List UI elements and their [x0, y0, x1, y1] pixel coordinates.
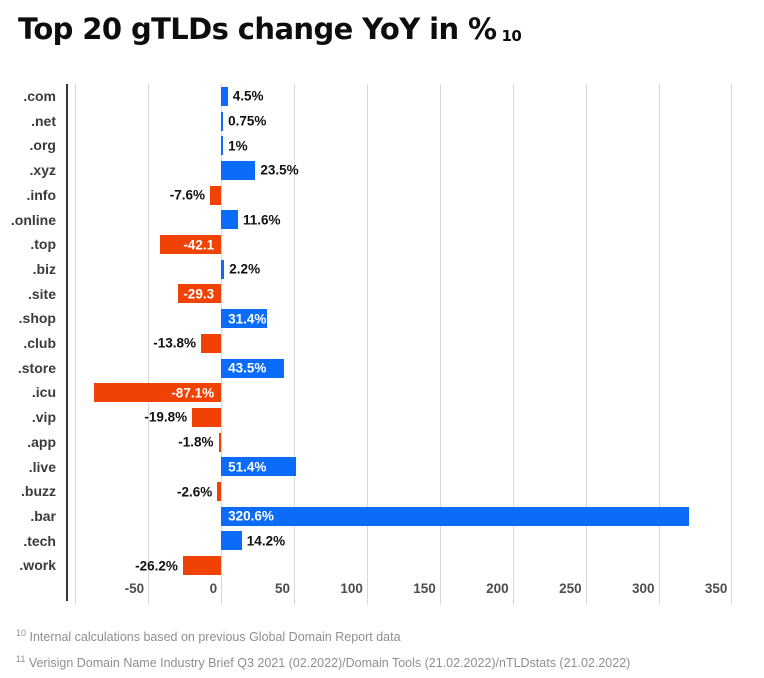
value-label: 4.5% [232, 88, 264, 104]
category-label: .store [17, 359, 56, 376]
category-label: .org [29, 137, 56, 154]
category-label: .online [10, 211, 56, 228]
value-label: 1% [228, 138, 248, 154]
category-label: .top [30, 236, 56, 253]
bar-positive [221, 259, 225, 279]
grid-line [221, 84, 223, 605]
value-label: 14.2% [246, 533, 286, 549]
bar-positive [221, 531, 242, 551]
value-label: 2.2% [229, 261, 261, 277]
category-label: .xyz [29, 162, 56, 179]
x-tick-label: 0 [209, 581, 218, 596]
value-label: -19.8% [144, 409, 188, 425]
bar-positive [221, 358, 285, 378]
bar-negative [178, 284, 222, 304]
footnotes: 10 Internal calculations based on previo… [16, 622, 756, 674]
x-tick-label: 200 [486, 581, 509, 596]
footnote: 10 Internal calculations based on previo… [16, 622, 756, 648]
grid-line [148, 84, 150, 605]
value-label: -26.2% [135, 558, 178, 574]
value-label: 23.5% [260, 162, 299, 178]
bar-positive [221, 506, 689, 526]
bar-negative [94, 383, 222, 403]
y-axis-spine [66, 84, 68, 601]
category-label: .bar [30, 507, 56, 524]
category-label: .biz [32, 260, 56, 277]
value-label: -13.8% [153, 335, 196, 351]
bar-positive [221, 210, 238, 230]
value-label: 0.75% [228, 113, 267, 129]
footnote-ref: 10 [16, 628, 27, 638]
category-label: .tech [23, 532, 56, 549]
grid-line [512, 84, 514, 605]
bar-chart: 4.5% 0.75% 1% 23.5% -7.6% 11.6% -42.1 2.2% -29.3… [0, 84, 764, 605]
value-label: 320.6% [228, 508, 274, 524]
category-label: .net [31, 112, 56, 129]
x-tick-label: 50 [274, 581, 290, 596]
value-label: 43.5% [228, 360, 267, 376]
category-label: .com [23, 88, 56, 104]
value-label: -7.6% [169, 187, 205, 203]
grid-line [75, 84, 77, 605]
x-tick-label: 150 [413, 581, 436, 596]
grid-line [731, 84, 733, 605]
x-tick-label: 100 [340, 581, 363, 596]
category-label: .site [27, 285, 56, 302]
x-tick-label: 250 [559, 581, 582, 596]
title-footnote-ref: 10 [501, 27, 522, 45]
page-title-text: Top 20 gTLDs change YoY in % [18, 12, 497, 46]
bar-negative [159, 235, 222, 254]
grid-line [294, 84, 295, 605]
grid-line [366, 84, 368, 605]
bar-negative [192, 407, 222, 427]
value-label: -87.1% [171, 385, 215, 401]
x-tick-label: -50 [124, 581, 145, 596]
bar-positive [221, 457, 296, 477]
value-label: 11.6% [243, 212, 281, 228]
category-label: .live [28, 458, 56, 475]
footnote: 11 Verisign Domain Name Industry Brief Q… [16, 648, 756, 674]
footnote-text: Internal calculations based on previous … [29, 630, 401, 645]
category-label: .app [27, 433, 56, 450]
page-title: Top 20 gTLDs change YoY in % 10 [18, 12, 748, 46]
bar-negative [182, 556, 222, 576]
bar-negative [218, 432, 222, 452]
value-label: 31.4% [228, 311, 267, 327]
bar-positive [221, 111, 224, 131]
grid-line [439, 84, 441, 605]
value-label: -42.1 [183, 237, 215, 252]
bar-positive [221, 309, 267, 329]
category-label: .club [23, 335, 56, 351]
category-label: .info [26, 186, 56, 203]
x-tick-label: 300 [631, 581, 655, 596]
grid-line [658, 84, 660, 605]
bar-positive [221, 136, 224, 156]
grid-line [585, 84, 587, 605]
footnote-ref: 11 [16, 654, 26, 665]
category-label: .icu [31, 384, 56, 401]
bar-positive [221, 160, 256, 180]
footnote-text: Verisign Domain Name Industry Brief Q3 2… [28, 656, 631, 671]
value-label: -1.8% [178, 434, 214, 450]
plot-area: 4.5% 0.75% 1% 23.5% -7.6% 11.6% -42.1 2.2% -29.3… [68, 84, 746, 605]
bar-negative [217, 482, 222, 502]
value-label: -2.6% [177, 484, 213, 500]
category-label: .work [19, 557, 56, 574]
value-label: -29.3 [183, 286, 215, 302]
bar-negative [210, 185, 222, 205]
bar-negative [201, 333, 222, 353]
category-label: .vip [31, 409, 56, 426]
value-label: 51.4% [228, 459, 267, 475]
category-label: .buzz [21, 483, 56, 500]
x-tick-label: 350 [704, 581, 728, 596]
bar-positive [221, 86, 228, 106]
category-label: .shop [18, 310, 56, 327]
